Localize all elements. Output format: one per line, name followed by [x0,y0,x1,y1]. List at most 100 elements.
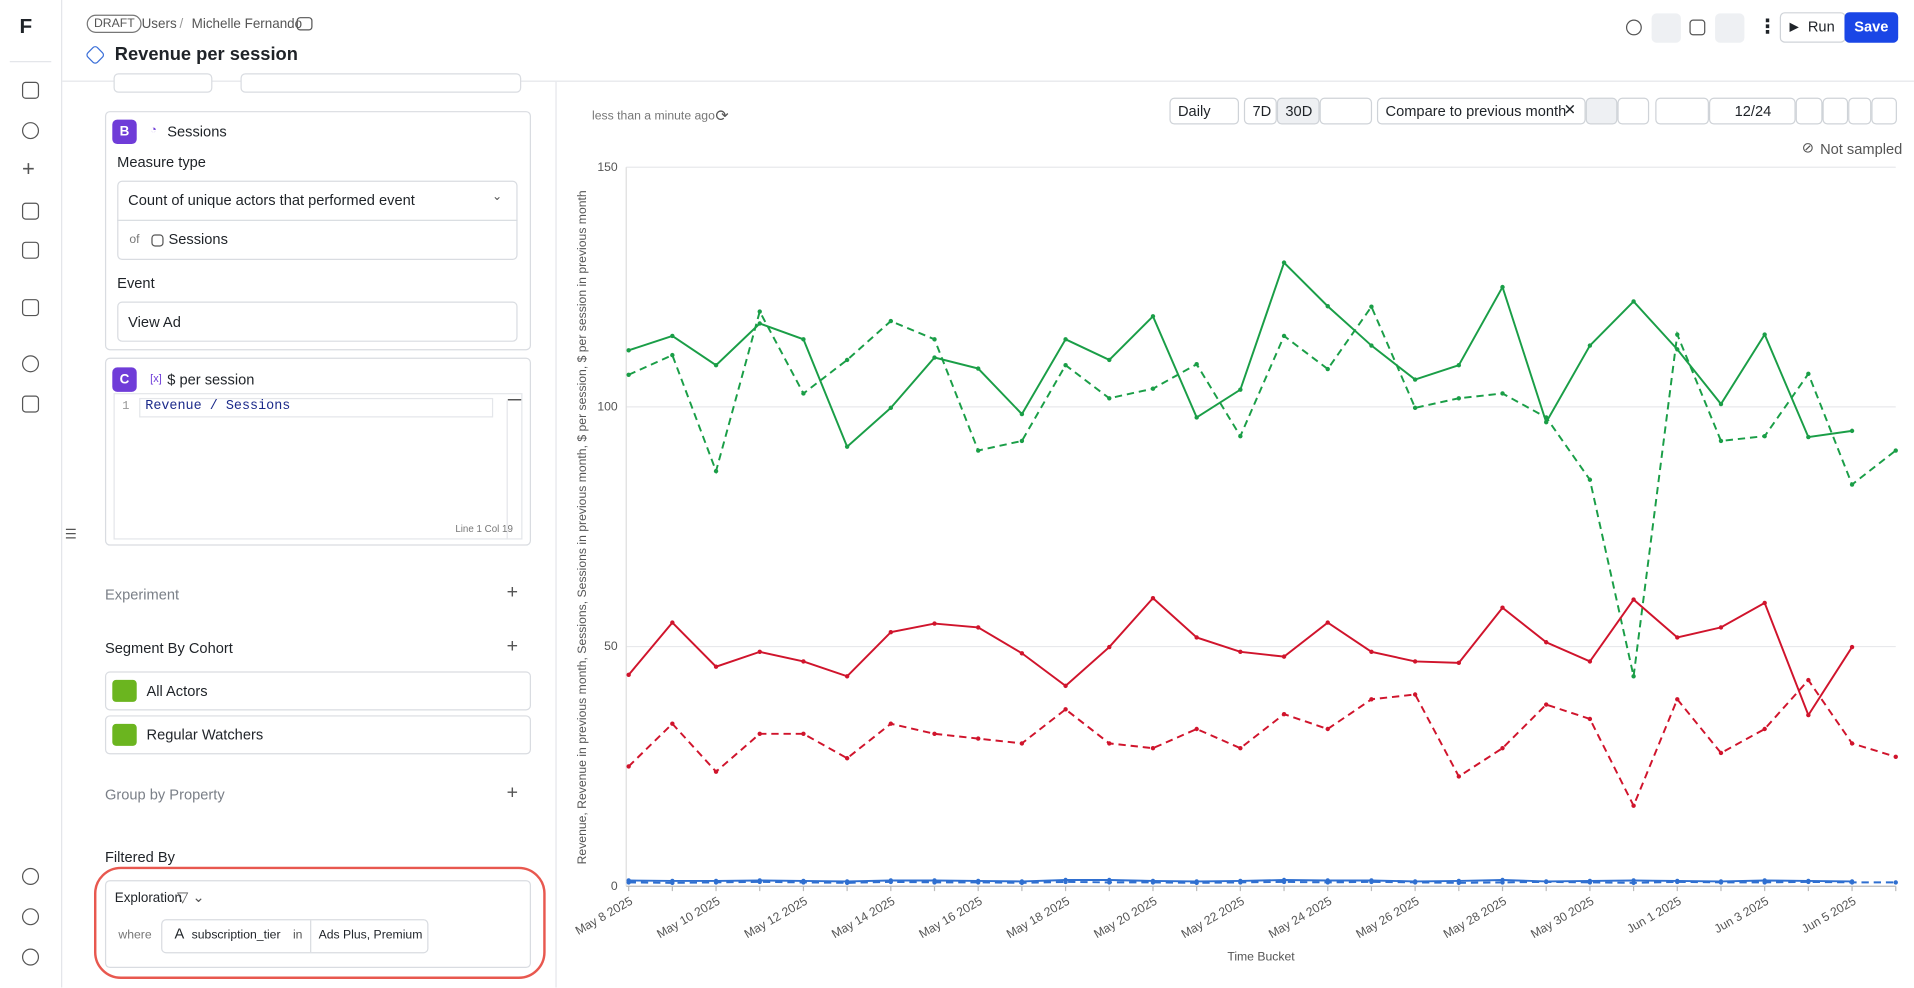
data-point [1194,880,1199,886]
data-point [932,355,937,360]
new-icon[interactable]: + [21,156,35,181]
filter-chip[interactable] [161,919,429,954]
of-value[interactable]: Sessions [168,230,228,248]
measure-name[interactable]: $ per session [167,371,255,389]
data-point [670,352,675,358]
series-line [627,678,1897,809]
cohort-name[interactable]: Regular Watchers [146,726,264,744]
add-button[interactable]: + [506,782,518,804]
more-menu[interactable]: ⋮ [1757,17,1778,38]
range-button[interactable]: 7D [1243,97,1277,125]
data-point [626,372,631,377]
data-point [757,879,762,885]
event-input[interactable] [117,301,518,342]
number-format[interactable] [1585,97,1618,125]
data-point [1806,371,1811,377]
insights-button[interactable] [1822,97,1849,125]
date-picker[interactable] [1319,97,1373,125]
data-point [1150,745,1156,751]
y-axis-label: Revenue, Revenue in previous month, Sess… [575,190,589,864]
measure-name[interactable]: Sessions [167,123,227,141]
cohort-item[interactable] [104,715,532,755]
section-title: Filtered By [104,848,175,866]
x-tick-label: May 24 2025 [1266,894,1334,941]
x-tick-label: May 14 2025 [829,894,897,941]
data-point [844,357,850,363]
folder-icon[interactable] [296,17,313,31]
add-button[interactable]: + [506,635,518,657]
range-button[interactable]: 30D [1276,97,1320,125]
link-icon[interactable] [1689,19,1706,36]
logo[interactable]: F [19,14,33,38]
data-point [1500,880,1505,885]
settings-icon[interactable] [21,908,40,926]
percent-format[interactable] [1617,97,1650,125]
cropped-input[interactable] [240,73,522,93]
share-button[interactable] [1715,13,1745,43]
data-point [1587,716,1593,722]
cohort-item[interactable] [104,671,532,711]
chart-type-select[interactable] [1655,97,1709,125]
add-button[interactable]: + [506,582,518,604]
cropped-input[interactable] [113,73,213,93]
filter-icon: ▽ ⌄ [177,888,205,906]
search-icon[interactable] [21,122,40,140]
code-editor[interactable] [113,393,523,540]
event[interactable]: View Ad [128,313,181,331]
database-icon[interactable] [21,867,40,886]
more-button[interactable] [1871,97,1897,125]
page-title: Revenue per session [114,43,298,65]
help-icon[interactable] [1625,19,1642,36]
data-point [1500,391,1505,396]
string-icon: A [174,925,185,943]
formula[interactable]: Revenue / Sessions [145,399,291,414]
granularity-select[interactable]: Daily [1169,97,1240,125]
data-point [1063,683,1068,689]
comment-button[interactable] [1651,13,1681,43]
data-point [844,444,850,449]
data-point [1718,880,1724,885]
section-title: Group by Property [104,786,225,804]
data-point [976,880,981,885]
notebook-icon[interactable] [21,202,40,220]
run-button[interactable]: Run [1779,12,1846,43]
user-icon[interactable] [21,355,40,373]
measure-type[interactable]: Count of unique actors that performed ev… [128,191,415,209]
data-point [1544,415,1549,420]
data-point [844,880,850,886]
save-button[interactable]: Save [1844,12,1899,43]
home-icon[interactable] [21,81,40,99]
settings-button[interactable] [1795,97,1823,125]
outline-icon[interactable]: ☰ [64,527,77,542]
data-point [1369,343,1374,348]
lab-icon[interactable] [21,241,40,259]
breadcrumb[interactable]: Michelle Fernando [191,17,303,32]
cohort-name[interactable]: All Actors [146,682,208,700]
clear-compare[interactable]: ✕ [1563,101,1576,119]
data-point [670,333,675,339]
compare-select[interactable]: Compare to previous month [1376,97,1586,125]
field-label: Measure type [117,153,206,171]
filter-button[interactable] [1848,97,1872,125]
data-point [626,880,631,885]
x-tick-label: May 20 2025 [1091,894,1159,941]
filter-op[interactable]: in [292,928,303,943]
series-line [628,260,1853,449]
data-point [1849,880,1855,885]
data-point [844,674,850,679]
visible-series[interactable]: 12/24 [1708,97,1796,125]
breadcrumb[interactable]: Users [141,17,177,32]
data-point [844,756,850,761]
filter-property[interactable]: subscription_tier [191,928,281,943]
help-icon[interactable] [21,948,40,966]
filter-scope[interactable]: Exploration [114,891,182,906]
data-point [1631,299,1636,304]
flag-icon[interactable] [21,395,40,413]
folder-icon[interactable] [21,299,40,317]
data-point [1456,396,1462,401]
filter-values[interactable]: Ads Plus, Premium [318,928,423,943]
data-point [1587,477,1593,482]
data-point [1412,405,1418,411]
data-point [1456,880,1462,886]
refresh-icon[interactable]: ⟳ [715,106,729,125]
